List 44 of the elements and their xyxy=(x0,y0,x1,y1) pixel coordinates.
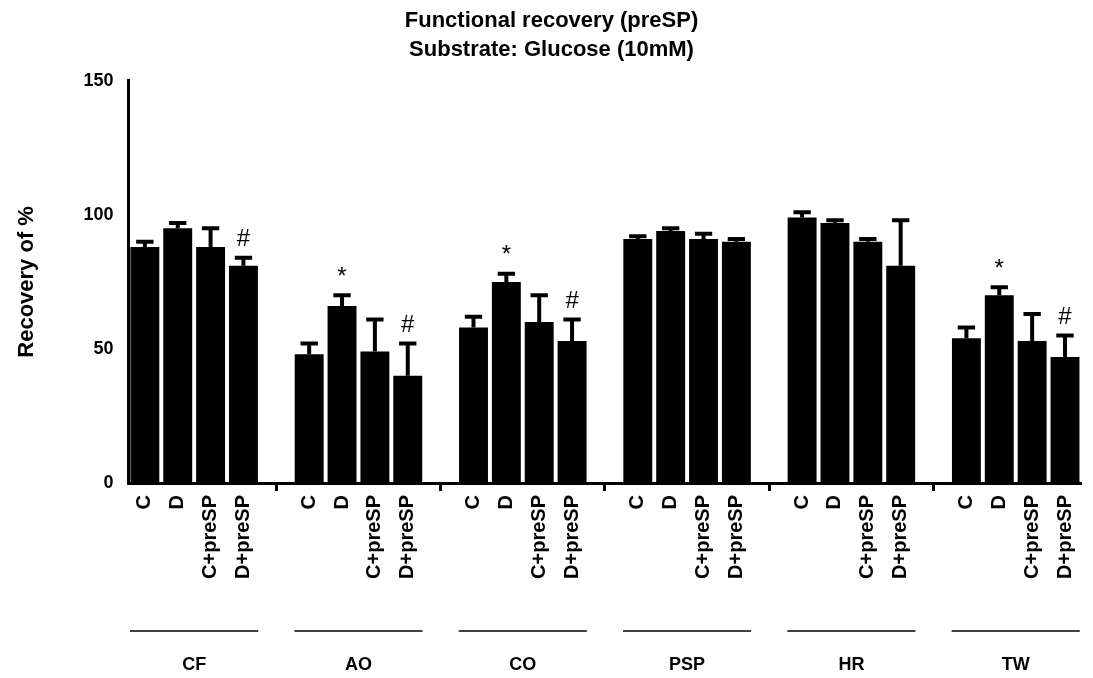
text: PSP xyxy=(669,653,706,674)
x-tick-label: D+preSP xyxy=(1052,495,1075,579)
y-axis-title: Recovery of % xyxy=(13,206,39,358)
x-tick-label: C xyxy=(296,495,319,510)
x-tick-label: C xyxy=(132,495,155,510)
chart-subtitle: Substrate: Glucose (10mM) xyxy=(409,35,694,61)
x-tick-label: D+preSP xyxy=(395,495,418,579)
x-tick-label: D xyxy=(493,495,516,510)
data-label: # xyxy=(401,310,416,338)
x-tick-label: D+preSP xyxy=(888,495,911,579)
data-label: # xyxy=(1058,302,1073,330)
x-tick-label: C+preSP xyxy=(1019,495,1042,579)
x-tick-label: C+preSP xyxy=(855,495,878,579)
x-tick-label: C xyxy=(461,495,483,510)
text: AO xyxy=(344,653,372,674)
x-tick-label: D+preSP xyxy=(230,495,253,579)
x-tick-label: D xyxy=(658,495,681,510)
x-tick-label: C xyxy=(953,495,976,510)
data-label: # xyxy=(565,286,580,314)
y-tick-label: 50 xyxy=(93,337,114,358)
data-label: * xyxy=(337,261,347,289)
x-tick-label: C+preSP xyxy=(362,495,385,579)
x-tick-label: D xyxy=(822,495,845,510)
x-tick-label: D xyxy=(165,495,188,510)
text: HR xyxy=(838,653,865,674)
data-label: * xyxy=(994,253,1004,281)
x-tick-label: C+preSP xyxy=(198,495,221,579)
data-label: * xyxy=(501,240,512,268)
y-tick-label: 150 xyxy=(83,69,114,90)
y-tick-label: 0 xyxy=(103,471,114,492)
x-tick-label: D+preSP xyxy=(723,495,746,579)
chart-title: Functional recovery (preSP) xyxy=(404,7,699,33)
text: TW xyxy=(1001,653,1030,674)
x-tick-label: C xyxy=(789,495,812,510)
x-tick-label: C+preSP xyxy=(526,495,549,579)
x-tick-label: D xyxy=(986,495,1009,510)
text: CF xyxy=(182,653,207,674)
x-tick-label: C+preSP xyxy=(691,495,714,579)
x-tick-label: D xyxy=(329,495,352,510)
data-label: # xyxy=(236,224,251,252)
text: CO xyxy=(509,653,537,674)
y-tick-label: 100 xyxy=(83,203,114,224)
x-tick-label: D+preSP xyxy=(559,495,582,579)
x-tick-label: C xyxy=(625,495,648,510)
